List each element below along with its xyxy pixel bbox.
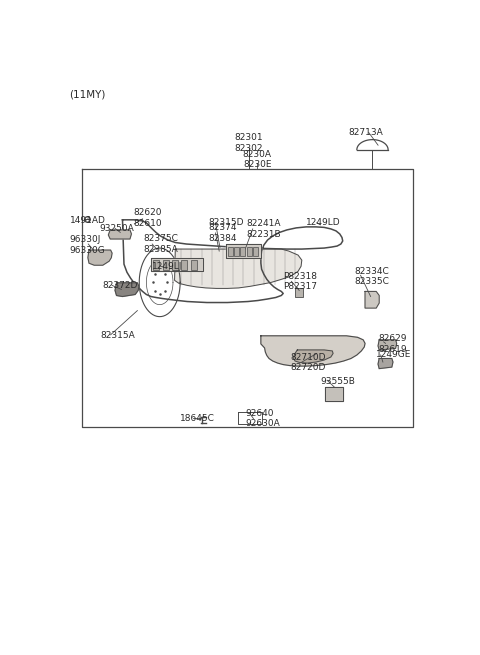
Text: 1249LJ: 1249LJ: [152, 262, 182, 271]
Text: 82710D
82720D: 82710D 82720D: [290, 353, 326, 372]
FancyBboxPatch shape: [163, 259, 168, 270]
Text: 93555B: 93555B: [321, 377, 355, 386]
FancyBboxPatch shape: [240, 247, 245, 256]
Text: 82241A
82231B: 82241A 82231B: [246, 219, 281, 238]
FancyBboxPatch shape: [228, 247, 233, 256]
FancyBboxPatch shape: [295, 288, 303, 297]
Text: 82334C
82335C: 82334C 82335C: [354, 267, 389, 286]
Text: 82620
82610: 82620 82610: [133, 208, 162, 227]
Text: 8230A
8230E: 8230A 8230E: [243, 149, 272, 169]
Polygon shape: [261, 336, 365, 366]
Text: 82315D: 82315D: [209, 218, 244, 227]
Text: 1491AD: 1491AD: [71, 216, 106, 225]
Text: 82629
82619: 82629 82619: [378, 334, 407, 354]
Polygon shape: [378, 340, 396, 350]
Polygon shape: [378, 358, 393, 369]
FancyBboxPatch shape: [191, 259, 196, 270]
FancyBboxPatch shape: [172, 259, 178, 270]
Text: 82315A: 82315A: [100, 331, 135, 341]
Text: 82375C
82385A: 82375C 82385A: [144, 234, 178, 253]
Text: 1249LD: 1249LD: [305, 218, 340, 227]
Text: 92640
92630A: 92640 92630A: [245, 409, 280, 428]
Text: 82374
82384: 82374 82384: [209, 223, 237, 242]
Text: P82318
P82317: P82318 P82317: [283, 272, 317, 291]
Polygon shape: [294, 350, 333, 363]
Polygon shape: [226, 244, 261, 257]
Text: 82372D: 82372D: [102, 282, 138, 290]
FancyBboxPatch shape: [247, 247, 252, 256]
Text: 1249GE: 1249GE: [375, 350, 411, 360]
Text: 82713A: 82713A: [348, 128, 383, 137]
Text: 96330J
96330G: 96330J 96330G: [69, 235, 105, 255]
Text: 82301
82302: 82301 82302: [235, 134, 264, 153]
Polygon shape: [88, 250, 112, 265]
Text: (11MY): (11MY): [69, 90, 106, 100]
Text: 18645C: 18645C: [180, 414, 215, 423]
Polygon shape: [325, 387, 344, 402]
FancyBboxPatch shape: [154, 259, 159, 270]
Polygon shape: [151, 257, 203, 271]
FancyBboxPatch shape: [253, 247, 258, 256]
FancyBboxPatch shape: [234, 247, 239, 256]
Polygon shape: [115, 283, 139, 297]
Polygon shape: [175, 249, 302, 288]
Polygon shape: [108, 230, 132, 239]
Text: 93250A: 93250A: [99, 224, 134, 233]
FancyBboxPatch shape: [181, 259, 187, 270]
Polygon shape: [365, 291, 379, 308]
